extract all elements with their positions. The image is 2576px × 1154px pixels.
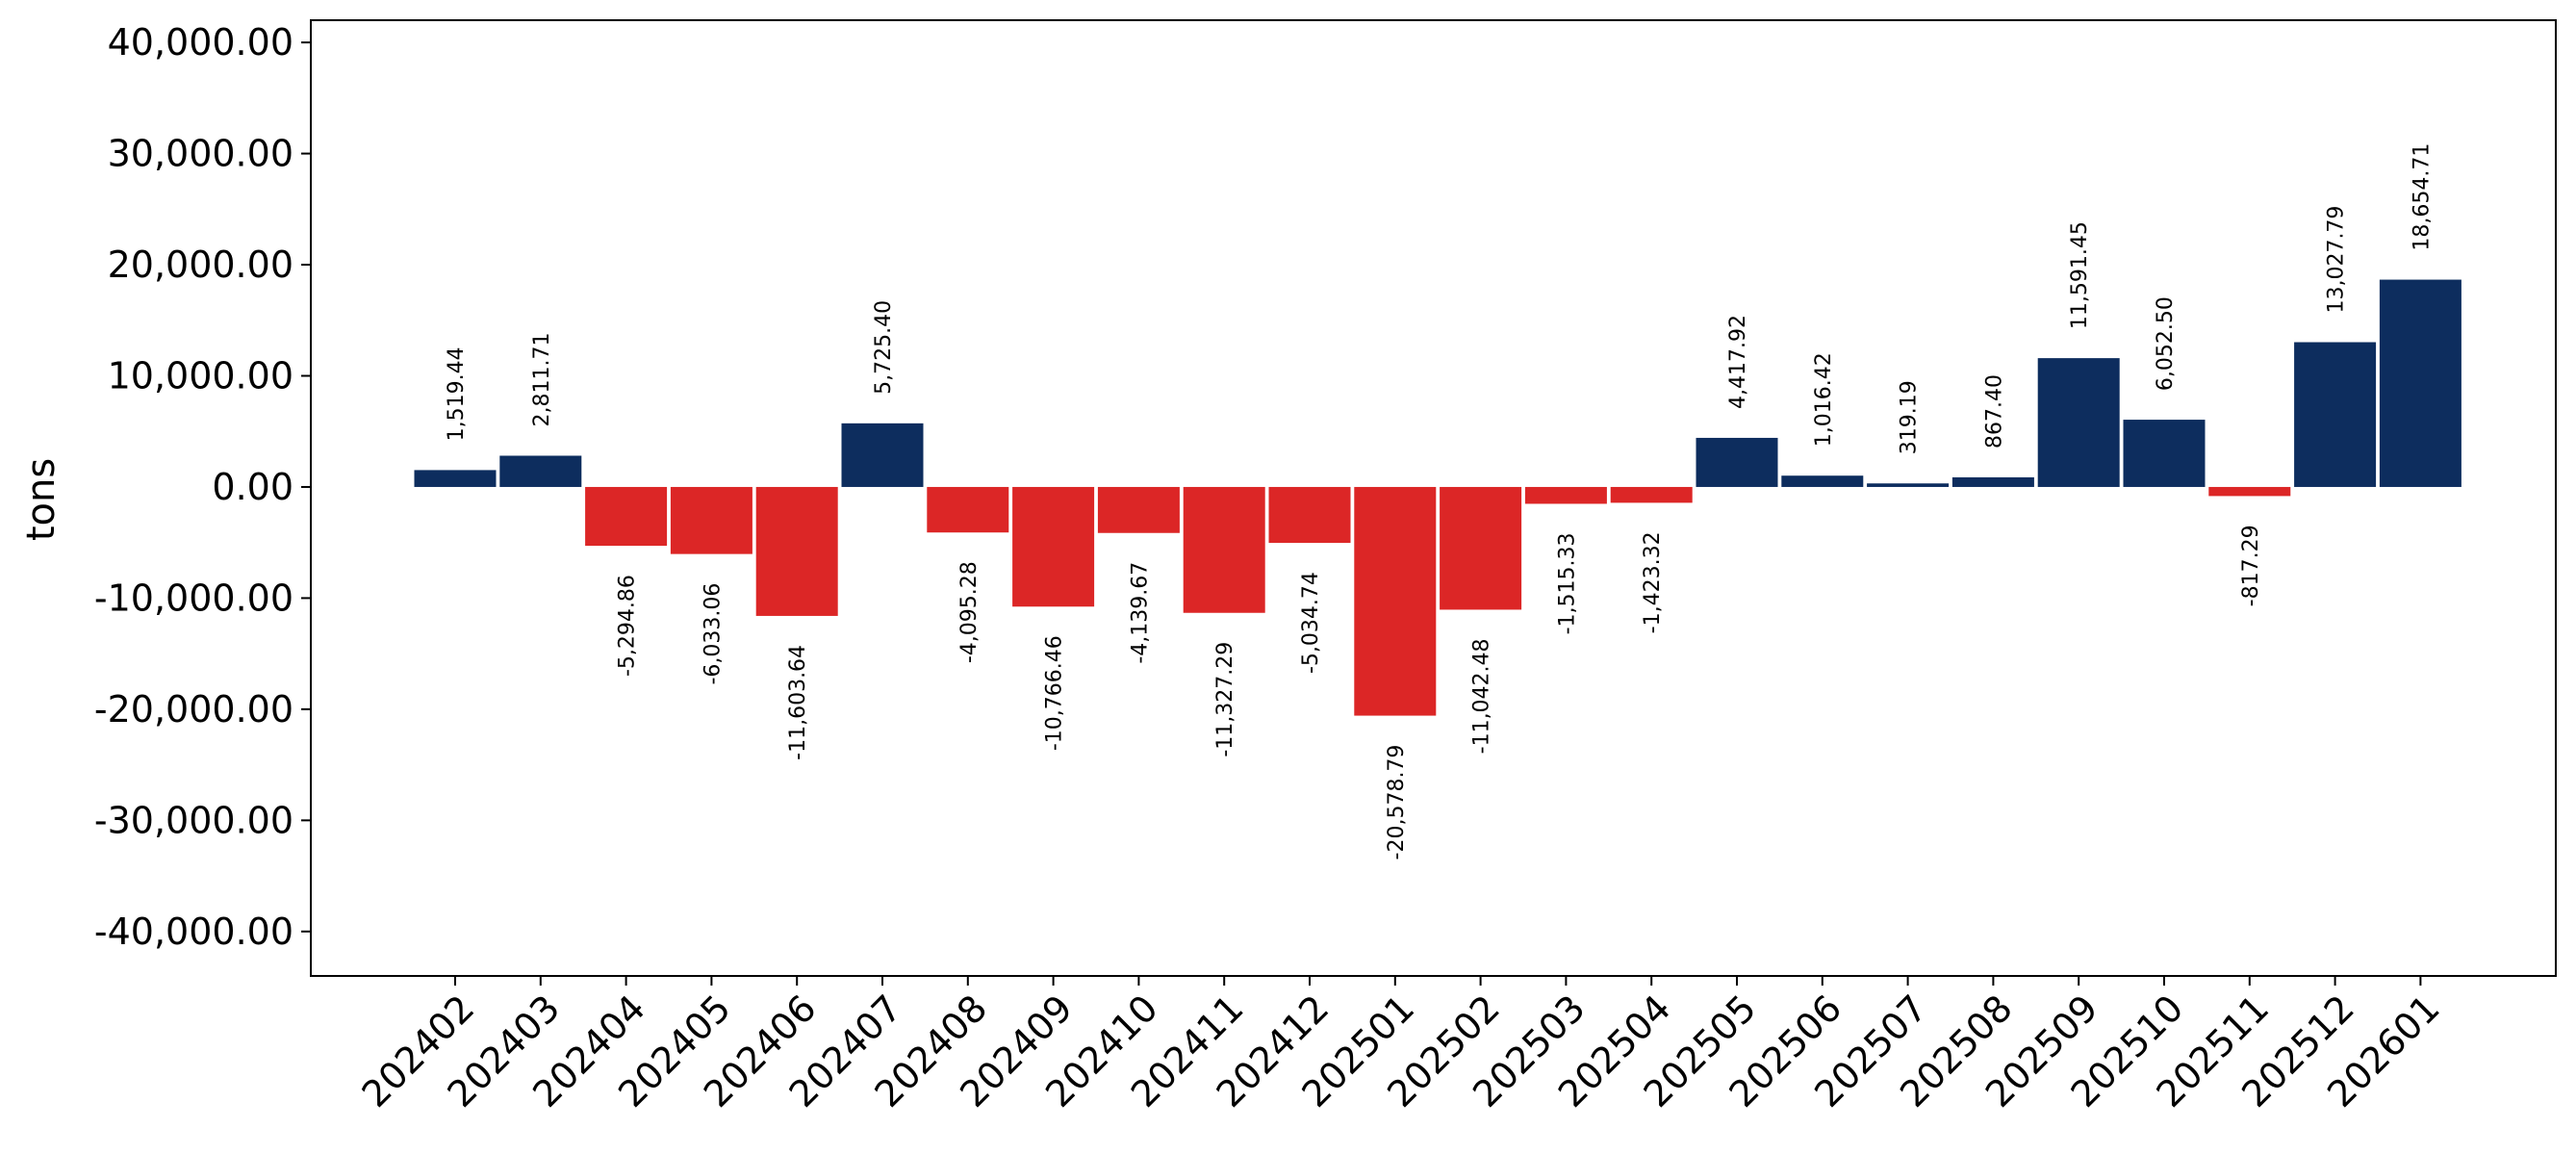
y-tick-label: -40,000.00: [94, 910, 293, 953]
bar-202509: [2037, 358, 2120, 487]
value-label: -20,578.79: [1385, 745, 1409, 860]
y-tick-label: 20,000.00: [108, 244, 293, 286]
bar-202402: [414, 470, 497, 487]
bar-202408: [927, 486, 1009, 533]
value-label: 6,052.50: [2154, 296, 2178, 391]
y-tick-label: 10,000.00: [108, 354, 293, 397]
bar-202503: [1524, 486, 1607, 504]
value-label: -1,515.33: [1555, 532, 1579, 634]
bar-202505: [1696, 437, 1778, 487]
value-label: -5,034.74: [1299, 572, 1323, 674]
value-label: -10,766.46: [1043, 635, 1067, 751]
bar-202504: [1610, 486, 1693, 503]
value-label: -11,603.64: [786, 645, 810, 760]
y-tick-label: 40,000.00: [108, 21, 293, 64]
value-label: -6,033.06: [701, 583, 725, 685]
value-label: 18,654.71: [2410, 143, 2434, 251]
bar-202403: [499, 455, 582, 487]
value-label: -1,423.32: [1641, 531, 1665, 633]
value-label: 1,519.44: [445, 346, 469, 441]
y-tick-label: 0.00: [212, 466, 293, 508]
y-axis: -40,000.00 -30,000.00 -20,000.00 -10,000.00…: [94, 21, 311, 953]
value-label: 11,591.45: [2068, 221, 2092, 329]
y-axis-label: tons: [19, 458, 64, 541]
value-label: -817.29: [2239, 525, 2263, 606]
value-label: 867.40: [1982, 374, 2006, 449]
y-tick-label: -10,000.00: [94, 577, 293, 619]
bar-202507: [1867, 483, 1950, 487]
bar-202510: [2123, 420, 2206, 487]
x-axis: 2024022024032024042024052024062024072024…: [354, 976, 2448, 1116]
value-labels: 1,519.44 2,811.71 -5,294.86 -6,033.06 -11,60…: [445, 143, 2434, 860]
value-label: -11,042.48: [1470, 638, 1494, 754]
bar-202411: [1183, 486, 1265, 613]
bar-202412: [1268, 486, 1351, 544]
bar-202406: [755, 486, 838, 616]
value-label: -11,327.29: [1213, 642, 1237, 757]
bars: [414, 279, 2461, 716]
value-label: 1,016.42: [1812, 352, 1836, 447]
value-label: -5,294.86: [616, 575, 640, 677]
bar-202506: [1781, 475, 1864, 487]
value-label: 5,725.40: [872, 300, 896, 395]
value-label: 13,027.79: [2325, 206, 2349, 314]
bar-202512: [2294, 342, 2377, 487]
bar-202501: [1354, 486, 1437, 716]
plot-frame: [310, 19, 2557, 977]
bar-202410: [1097, 486, 1180, 533]
bar-202409: [1012, 486, 1095, 607]
bar-202404: [585, 486, 668, 547]
bar-202407: [841, 423, 924, 487]
bar-202508: [1951, 476, 2034, 487]
y-tick-label: -30,000.00: [94, 799, 293, 841]
value-label: 319.19: [1898, 380, 1922, 454]
y-tick-label: 30,000.00: [108, 133, 293, 175]
value-label: -4,095.28: [957, 561, 982, 663]
bar-202502: [1440, 486, 1522, 610]
value-label: 4,417.92: [1726, 315, 1750, 409]
bar-202601: [2379, 279, 2461, 487]
bar-202405: [670, 486, 752, 554]
y-tick-label: -20,000.00: [94, 688, 293, 731]
value-label: -4,139.67: [1128, 562, 1152, 664]
value-label: 2,811.71: [530, 333, 554, 427]
bar-202511: [2208, 486, 2291, 497]
